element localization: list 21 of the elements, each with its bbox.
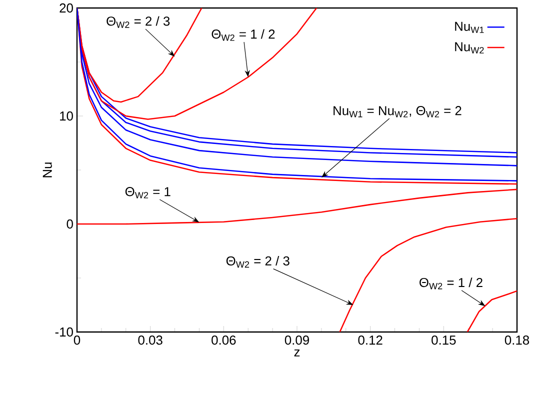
annotation: Θ$_{W2}$ = 1 / 2 bbox=[420, 278, 482, 290]
annotation: Θ$_{W2}$ = 2 / 3 bbox=[106, 16, 170, 28]
x-tick-label: 0.06 bbox=[212, 336, 236, 345]
x-tick-label: 0 bbox=[74, 336, 80, 345]
y-axis-title: Nu bbox=[42, 162, 52, 178]
x-tick-label: 0.03 bbox=[138, 336, 162, 345]
annotation: Θ$_{W2}$ = 1 / 2 bbox=[212, 29, 275, 41]
legend-label: Nu$_{W2}$ bbox=[455, 42, 484, 54]
x-tick-label: 0.09 bbox=[284, 336, 309, 345]
x-axis-title: z bbox=[294, 350, 300, 356]
y-tick-label: 0 bbox=[66, 219, 73, 229]
y-tick-label: -10 bbox=[55, 327, 73, 337]
legend-label: Nu$_{W1}$ bbox=[455, 22, 484, 33]
x-tick-label: 0.18 bbox=[504, 336, 530, 345]
y-tick-label: 20 bbox=[60, 3, 73, 13]
annotation: Θ$_{W2}$ = 1 bbox=[125, 187, 170, 198]
x-tick-label: 0.15 bbox=[432, 336, 456, 345]
y-tick-label: 10 bbox=[60, 111, 73, 121]
annotation: Nu$_{W1}$ = Nu$_{W2}$, Θ$_{W2}$ = 2 bbox=[334, 106, 462, 118]
annotation: Θ$_{W2}$ = 2 / 3 bbox=[226, 256, 290, 268]
x-tick-label: 0.12 bbox=[358, 336, 382, 345]
